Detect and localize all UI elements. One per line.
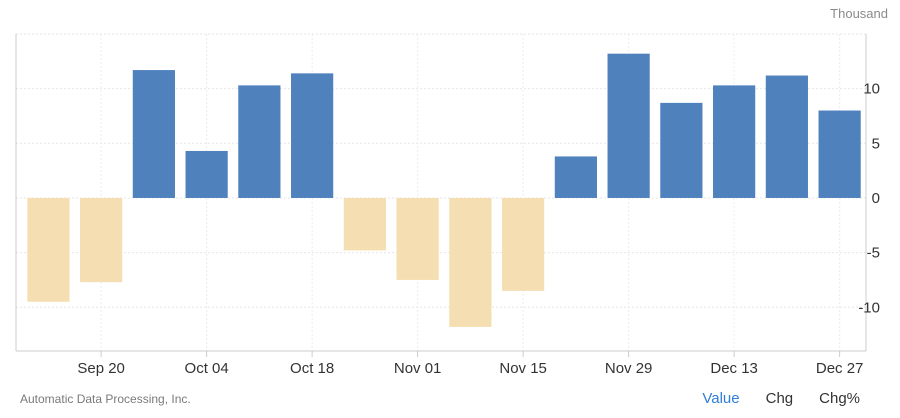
x-tick-label: Dec 27 bbox=[816, 360, 864, 377]
y-tick-label: 10 bbox=[863, 81, 880, 98]
view-tabs: Value Chg Chg% bbox=[702, 390, 860, 407]
unit-label: Thousand bbox=[830, 6, 888, 21]
bar-nov-08[interactable] bbox=[449, 197, 492, 327]
bar-oct-25[interactable] bbox=[343, 197, 386, 251]
y-tick-label: 5 bbox=[872, 135, 880, 152]
bar-nov-29[interactable] bbox=[607, 53, 650, 198]
y-tick-label: -10 bbox=[858, 299, 880, 316]
bar-nov-22[interactable] bbox=[554, 156, 597, 198]
x-tick-label: Nov 29 bbox=[605, 360, 653, 377]
bar-oct-04[interactable] bbox=[185, 150, 228, 198]
bar-nov-15[interactable] bbox=[502, 197, 545, 291]
axis-layer bbox=[15, 34, 867, 357]
bar-dec-06[interactable] bbox=[660, 102, 703, 198]
bar-sep-13[interactable] bbox=[27, 197, 70, 302]
x-tick-label: Nov 01 bbox=[394, 360, 442, 377]
bar-dec-20[interactable] bbox=[765, 75, 808, 198]
x-tick-label: Sep 20 bbox=[77, 360, 125, 377]
bar-oct-11[interactable] bbox=[238, 85, 281, 198]
tab-chg-percent[interactable]: Chg% bbox=[819, 390, 860, 407]
bar-sep-27[interactable] bbox=[132, 70, 175, 198]
data-source: Automatic Data Processing, Inc. bbox=[20, 392, 191, 406]
bar-oct-18[interactable] bbox=[291, 73, 334, 198]
x-tick-label: Oct 18 bbox=[290, 360, 334, 377]
bar-nov-01[interactable] bbox=[396, 197, 439, 280]
x-tick-label: Dec 13 bbox=[710, 360, 758, 377]
y-tick-label: -5 bbox=[867, 245, 880, 262]
bar-layer bbox=[27, 53, 861, 327]
label-layer: 10 5 0 -5 -10 Sep 20 Oct 04 Oct 18 Nov 01 Nov 15 N… bbox=[77, 81, 880, 377]
bar-dec-27[interactable] bbox=[818, 110, 861, 198]
bar-sep-20[interactable] bbox=[80, 197, 123, 283]
tab-value[interactable]: Value bbox=[702, 390, 740, 407]
x-tick-label: Oct 04 bbox=[185, 360, 229, 377]
x-tick-label: Nov 15 bbox=[499, 360, 547, 377]
tab-chg[interactable]: Chg bbox=[765, 390, 794, 407]
bar-dec-13[interactable] bbox=[713, 85, 756, 198]
y-tick-label: 0 bbox=[872, 190, 880, 207]
